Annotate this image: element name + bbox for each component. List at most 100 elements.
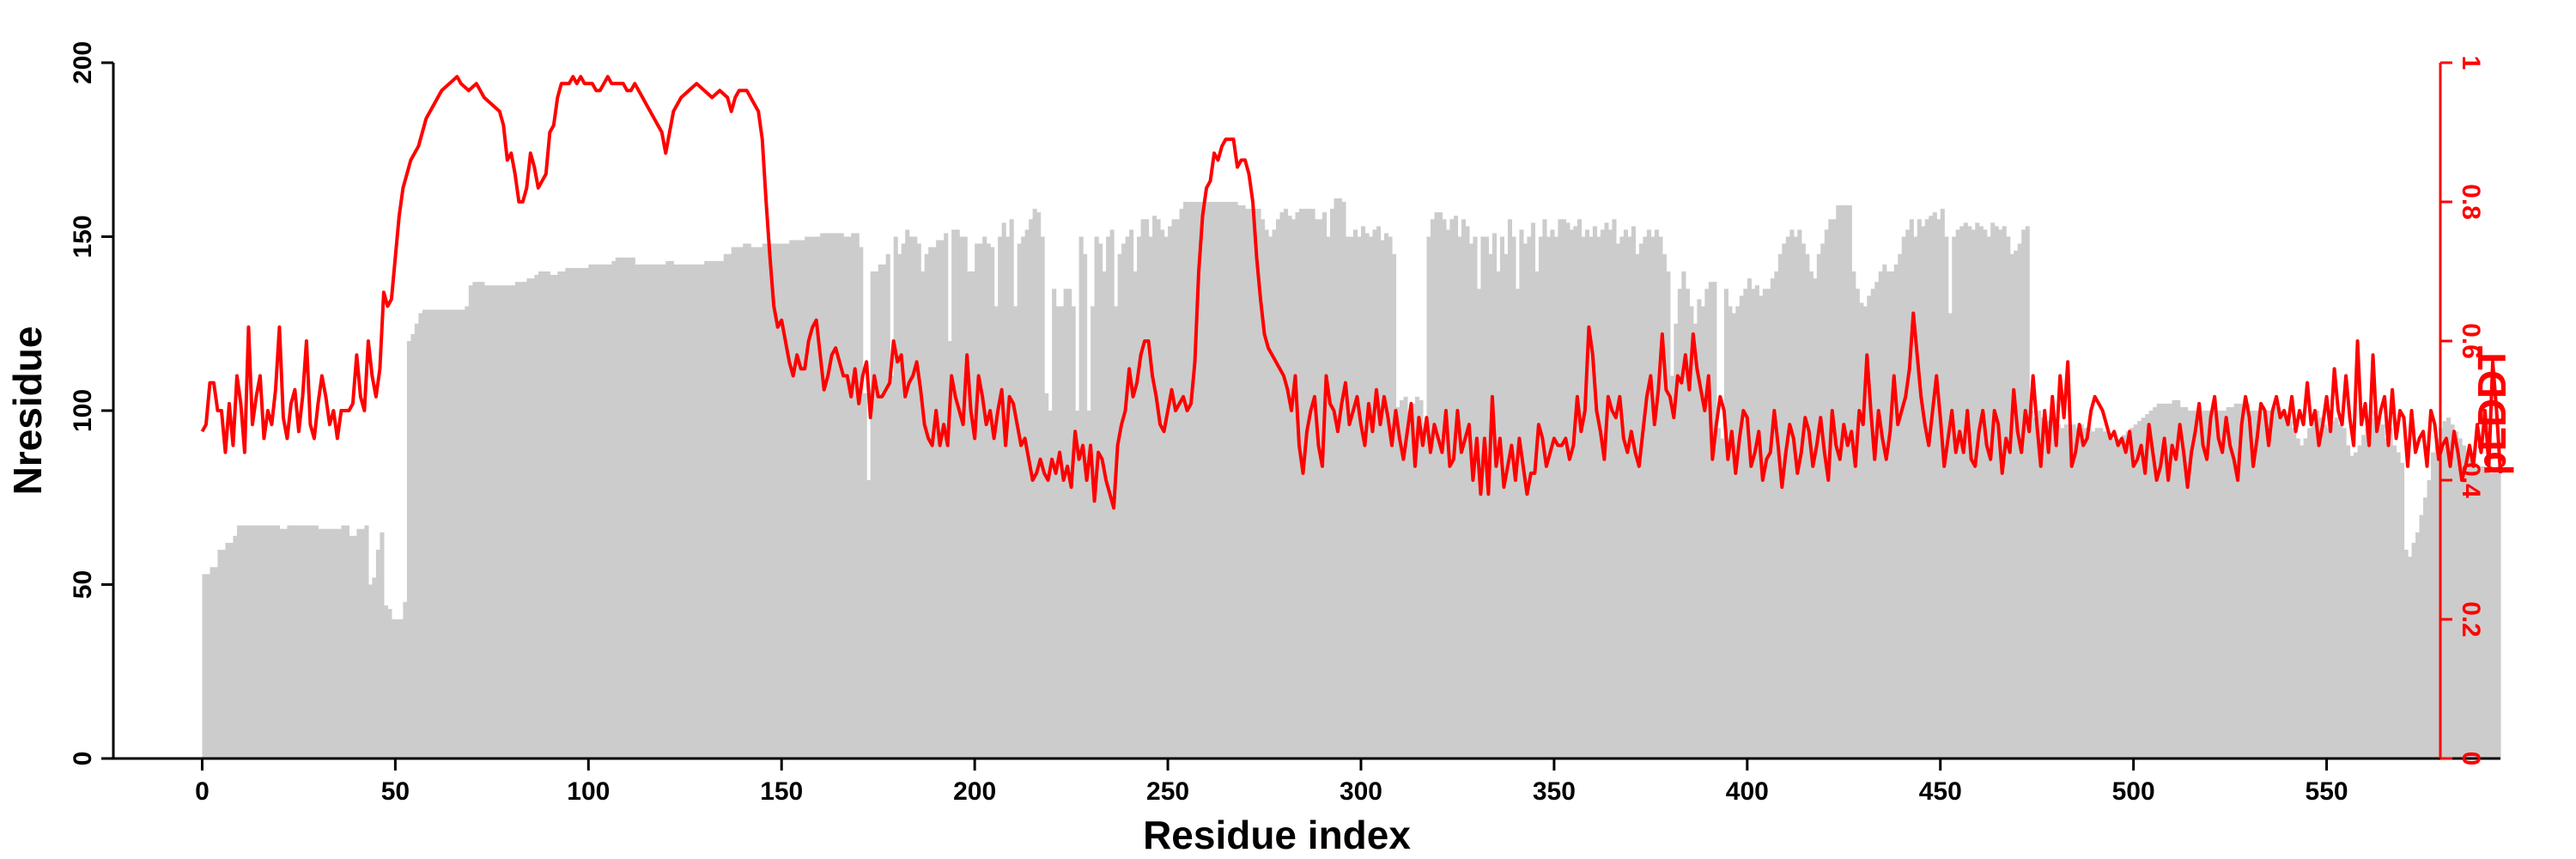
bar bbox=[2458, 438, 2463, 758]
bar bbox=[202, 574, 211, 758]
bar bbox=[1836, 205, 1841, 759]
bar bbox=[1607, 229, 1613, 758]
bar bbox=[1546, 236, 1551, 758]
bar bbox=[1870, 289, 1875, 758]
bar bbox=[1801, 243, 1806, 759]
bar bbox=[2295, 438, 2300, 758]
bar bbox=[2145, 414, 2150, 758]
bar bbox=[2272, 406, 2281, 758]
bar bbox=[1658, 236, 1663, 758]
bar bbox=[1735, 306, 1741, 758]
bar bbox=[2040, 417, 2045, 758]
bar bbox=[2060, 428, 2065, 758]
x-tick-label: 550 bbox=[2306, 777, 2348, 806]
bar bbox=[1430, 219, 1436, 758]
bar bbox=[1465, 226, 1470, 759]
bar bbox=[1561, 219, 1566, 758]
x-tick-label: 300 bbox=[1340, 777, 1382, 806]
bar bbox=[1704, 289, 1710, 758]
bar bbox=[2233, 403, 2243, 758]
bar bbox=[1055, 306, 1060, 758]
bar bbox=[1009, 219, 1014, 758]
bar bbox=[1638, 243, 1643, 759]
bar bbox=[2454, 431, 2459, 758]
bar bbox=[2411, 542, 2416, 758]
bar bbox=[1994, 226, 1999, 759]
bar bbox=[2392, 445, 2397, 758]
x-tick-label: 250 bbox=[1146, 777, 1189, 806]
y-right-tick-label: 0 bbox=[2457, 752, 2485, 766]
bar bbox=[1723, 289, 1728, 758]
bar bbox=[885, 253, 890, 758]
bar bbox=[2403, 550, 2409, 758]
bar bbox=[1484, 236, 1490, 758]
bar bbox=[225, 542, 234, 758]
bar bbox=[1264, 229, 1269, 758]
bar bbox=[2099, 428, 2104, 758]
bar bbox=[1360, 226, 1366, 759]
bar bbox=[1329, 209, 1335, 759]
bar bbox=[2114, 442, 2119, 758]
bar bbox=[986, 243, 991, 759]
bar bbox=[1824, 229, 1829, 758]
bar bbox=[975, 243, 983, 759]
bar bbox=[364, 525, 369, 758]
bar bbox=[1577, 219, 1582, 758]
bar bbox=[1183, 202, 1192, 758]
bar bbox=[233, 535, 238, 758]
bar bbox=[1388, 236, 1393, 758]
bar bbox=[2280, 411, 2285, 758]
bar bbox=[1743, 289, 1748, 758]
bar bbox=[1148, 236, 1153, 758]
bar bbox=[1368, 236, 1374, 758]
bar bbox=[1032, 209, 1037, 759]
bar bbox=[1036, 212, 1042, 758]
bar bbox=[2083, 428, 2088, 758]
bar bbox=[2315, 411, 2320, 758]
bar bbox=[615, 257, 628, 758]
bar bbox=[1086, 411, 1091, 758]
bar bbox=[1867, 295, 1872, 759]
bar bbox=[1511, 236, 1516, 758]
bar bbox=[611, 260, 617, 759]
bar bbox=[1488, 253, 1493, 758]
y-left-tick-label: 50 bbox=[69, 570, 97, 599]
bar bbox=[715, 260, 725, 759]
bar bbox=[1013, 306, 1018, 758]
bar bbox=[1048, 411, 1053, 758]
bar bbox=[1102, 271, 1107, 758]
bar bbox=[557, 271, 566, 758]
bar bbox=[1307, 209, 1315, 759]
bar bbox=[2300, 445, 2305, 758]
bar bbox=[1075, 411, 1080, 758]
y-axis-left-title: Nresidue bbox=[5, 326, 50, 496]
bar bbox=[1770, 278, 1775, 759]
bar bbox=[2450, 424, 2455, 758]
bar bbox=[1797, 229, 1802, 758]
bar bbox=[1983, 229, 1988, 758]
bar bbox=[1245, 209, 1254, 759]
bar bbox=[483, 285, 512, 758]
x-tick-label: 50 bbox=[381, 777, 410, 806]
bar bbox=[1936, 219, 1941, 758]
bar bbox=[341, 525, 349, 758]
bar bbox=[2434, 438, 2439, 758]
bar bbox=[2292, 428, 2297, 758]
bar bbox=[2431, 452, 2436, 758]
bar bbox=[1145, 219, 1150, 758]
bar bbox=[1820, 243, 1826, 759]
bar bbox=[762, 243, 782, 759]
bar bbox=[1504, 253, 1509, 758]
y-right-tick-label: 0.6 bbox=[2457, 323, 2485, 359]
bar bbox=[1862, 306, 1868, 758]
bar bbox=[1411, 403, 1416, 758]
bar bbox=[2071, 424, 2076, 758]
bar bbox=[2002, 226, 2007, 759]
bar bbox=[1376, 226, 1382, 759]
bar bbox=[217, 550, 227, 758]
bar bbox=[2006, 236, 2011, 758]
bar bbox=[862, 393, 867, 758]
bar bbox=[944, 233, 949, 758]
bar bbox=[1168, 226, 1173, 759]
bar bbox=[704, 260, 717, 759]
